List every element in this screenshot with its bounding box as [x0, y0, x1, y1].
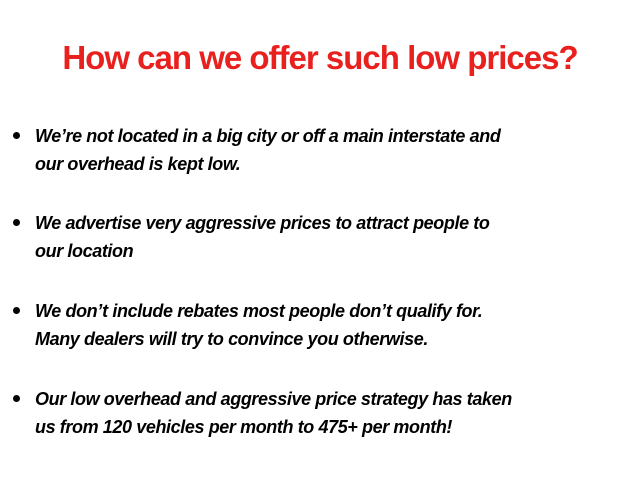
slide-title: How can we offer such low prices?	[62, 39, 578, 76]
bullet-line: We’re not located in a big city or off a…	[35, 126, 501, 146]
bullet-dot-icon	[13, 307, 20, 314]
bullet-line: Our low overhead and aggressive price st…	[35, 389, 512, 409]
bullet-dot-icon	[13, 219, 20, 226]
bullet-dot-icon	[13, 395, 20, 402]
bullet-dot-icon	[13, 132, 20, 139]
bullet-line: our overhead is kept low.	[35, 154, 241, 174]
bullet-line: Many dealers will try to convince you ot…	[35, 329, 428, 349]
bullet-text: We don’t include rebates most people don…	[35, 297, 630, 353]
bullet-line: We advertise very aggressive prices to a…	[35, 213, 490, 233]
bullet-text: We’re not located in a big city or off a…	[35, 122, 630, 178]
bullet-line: us from 120 vehicles per month to 475+ p…	[35, 417, 453, 437]
bullet-text: Our low overhead and aggressive price st…	[35, 385, 630, 441]
bullet-text: We advertise very aggressive prices to a…	[35, 209, 630, 265]
bullet-line: our location	[35, 241, 134, 261]
bullet-line: We don’t include rebates most people don…	[35, 301, 483, 321]
